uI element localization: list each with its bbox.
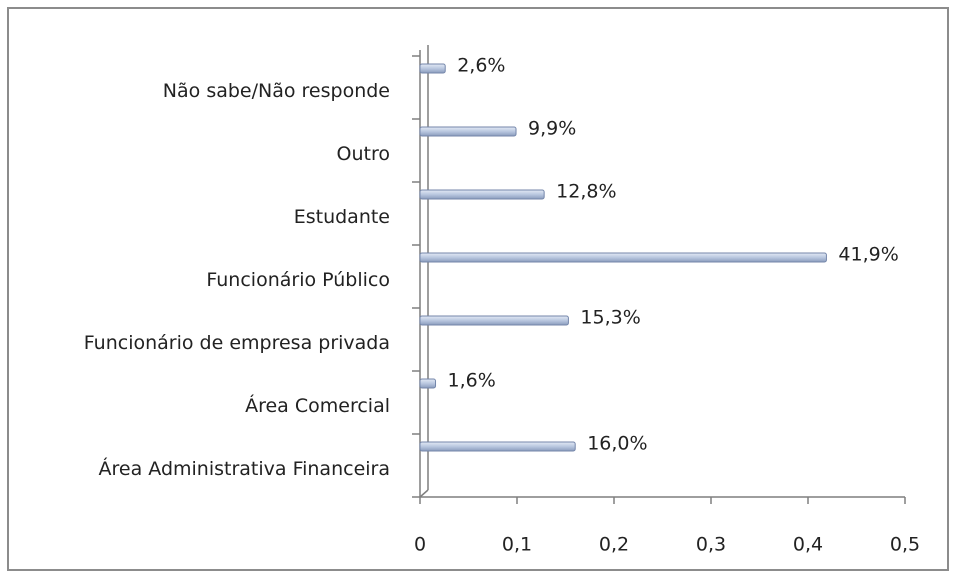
bar bbox=[419, 378, 437, 389]
bar bbox=[419, 126, 517, 137]
y-tick-label: Funcionário de empresa privada bbox=[84, 332, 390, 354]
value-label: 15,3% bbox=[580, 307, 640, 329]
bar bbox=[419, 252, 827, 263]
x-tick-label: 0,3 bbox=[696, 534, 726, 556]
x-tick-label: 0,5 bbox=[890, 534, 920, 556]
bar bbox=[419, 189, 545, 200]
y-tick-label: Área Administrativa Financeira bbox=[99, 457, 390, 480]
x-tick-label: 0 bbox=[414, 534, 426, 556]
x-tick-label: 0,4 bbox=[793, 534, 823, 556]
chart-frame bbox=[7, 7, 949, 571]
value-label: 2,6% bbox=[457, 55, 505, 77]
y-tick-label: Funcionário Público bbox=[206, 269, 390, 291]
value-label: 1,6% bbox=[448, 370, 496, 392]
bar bbox=[419, 63, 446, 74]
value-label: 16,0% bbox=[587, 433, 647, 455]
bar bbox=[419, 315, 569, 326]
x-tick-label: 0,1 bbox=[502, 534, 532, 556]
value-label: 41,9% bbox=[838, 244, 898, 266]
value-label: 12,8% bbox=[556, 181, 616, 203]
y-tick-label: Estudante bbox=[294, 206, 390, 228]
value-label: 9,9% bbox=[528, 118, 576, 140]
axis-depth bbox=[419, 489, 429, 498]
y-tick-label: Área Comercial bbox=[245, 394, 390, 417]
bar bbox=[419, 441, 576, 452]
y-tick-label: Não sabe/Não responde bbox=[163, 80, 390, 102]
y-tick-label: Outro bbox=[337, 143, 390, 165]
x-tick-label: 0,2 bbox=[599, 534, 629, 556]
